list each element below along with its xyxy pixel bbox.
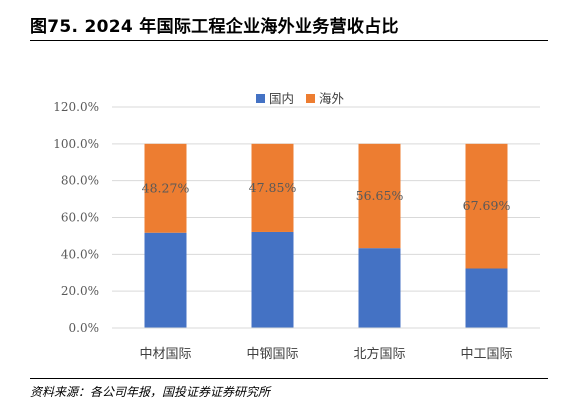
legend-label-domestic: 国内 (269, 91, 294, 106)
title-rule (30, 40, 548, 41)
legend-label-overseas: 海外 (319, 91, 345, 106)
bar-overseas (358, 143, 401, 249)
bar-overseas (465, 143, 508, 269)
data-label: 56.65% (356, 188, 404, 203)
chart-title: 图75. 2024 年国际工程企业海外业务营收占比 (30, 17, 399, 37)
legend-swatch-domestic (256, 94, 265, 103)
y-tick-label: 20.0% (61, 284, 99, 298)
bar-domestic (465, 268, 508, 328)
y-tick-label: 60.0% (61, 211, 99, 225)
legend: 国内 海外 (256, 91, 345, 106)
bar-domestic (358, 248, 401, 328)
data-label: 67.69% (463, 198, 511, 213)
y-tick-label: 120.0% (53, 100, 99, 114)
y-tick-label: 100.0% (53, 137, 99, 151)
y-tick-label: 80.0% (61, 174, 99, 188)
category-label: 北方国际 (353, 346, 405, 362)
data-labels: 48.27% 47.85% 56.65% 67.69% (142, 180, 511, 213)
data-label: 48.27% (142, 180, 190, 195)
category-label: 中工国际 (460, 347, 512, 362)
bar-overseas (251, 143, 294, 232)
stacked-bar-chart: 0.0% 20.0% 40.0% 60.0% 80.0% 100.0% 120.0% 48.… (53, 91, 540, 362)
bar-domestic (251, 231, 294, 328)
category-label: 中材国际 (139, 347, 191, 362)
bar-domestic (144, 232, 187, 328)
bar-overseas (144, 143, 187, 233)
x-axis: 中材国际 中钢国际 北方国际 中工国际 (112, 327, 540, 362)
y-axis: 0.0% 20.0% 40.0% 60.0% 80.0% 100.0% 120.0% (53, 100, 99, 335)
y-tick-label: 40.0% (61, 247, 99, 261)
bars (144, 143, 508, 328)
category-label: 中钢国际 (246, 347, 298, 362)
data-label: 47.85% (249, 180, 297, 195)
source-rule (30, 378, 548, 379)
source-note: 资料来源：各公司年报，国投证券证券研究所 (30, 385, 271, 399)
y-tick-label: 0.0% (69, 321, 100, 335)
legend-swatch-overseas (306, 94, 315, 103)
